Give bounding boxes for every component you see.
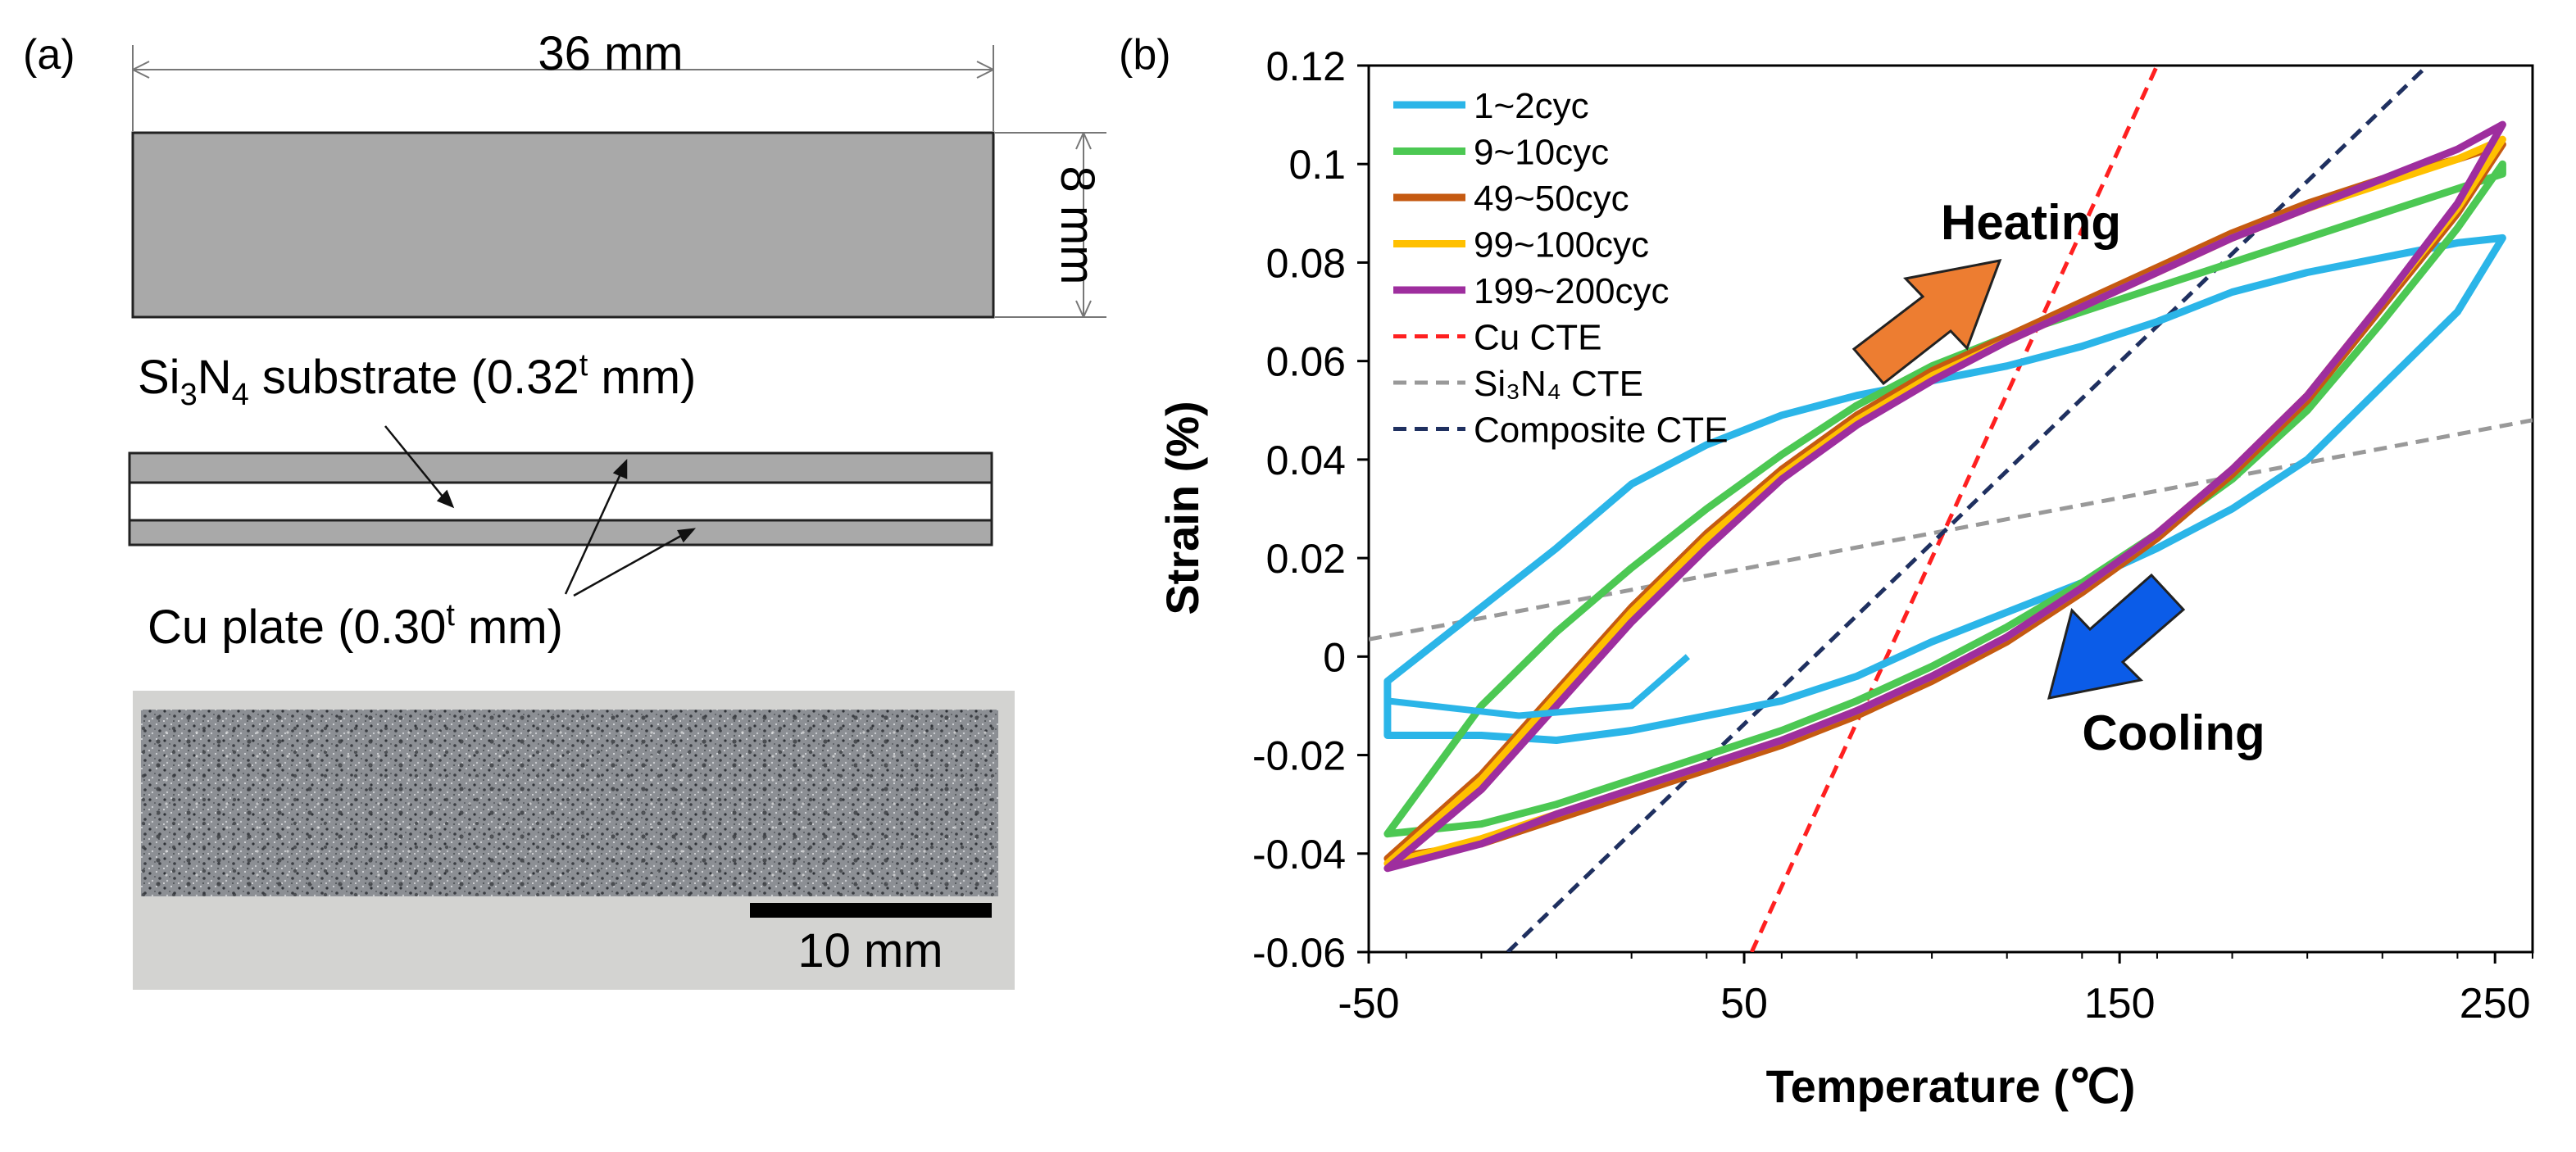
- cycle-loop-199-200cyc: [1383, 120, 2506, 873]
- panel-a: (a) 36 mm 8 mm Si3N4 substrate (0.32t mm…: [23, 27, 1106, 990]
- legend-label: Composite CTE: [1474, 410, 1729, 451]
- legend-label: Cu CTE: [1474, 318, 1601, 358]
- scale-bar-label: 10 mm: [797, 924, 943, 977]
- y-tick-label: 0.02: [1266, 536, 1346, 582]
- y-tick-label: 0.12: [1266, 43, 1346, 89]
- axis-ticks: [1357, 64, 2533, 964]
- cycle-initial-tail: [1387, 654, 1691, 719]
- legend-label: 199~200cyc: [1474, 271, 1670, 311]
- y-axis-label: Strain (%): [1156, 401, 1208, 615]
- panel-b-label: (b): [1119, 31, 1171, 79]
- si3n4-substrate: [128, 481, 993, 522]
- height-dimension-text: 8 mm: [1051, 166, 1104, 285]
- width-arrowheads: [132, 61, 994, 79]
- heating-arrow: [1851, 259, 2002, 386]
- cte-line-cu-cte: [1749, 66, 2160, 952]
- substrate-label: Si3N4 substrate (0.32t mm): [138, 348, 696, 412]
- x-tick-labels: -50 50 150 250: [1338, 980, 2530, 1027]
- cte-line-si-n-cte: [1369, 418, 2533, 642]
- legend-label: 1~2cyc: [1474, 86, 1589, 126]
- legend-label: 49~50cyc: [1474, 179, 1629, 219]
- plot-frame: [1367, 64, 2534, 954]
- strain-plot: -50 50 150 250 0.12 0.1 0.08 0.06 0.04 0.02 0 -0.0…: [1252, 43, 2534, 1027]
- cu-plate-top: [128, 451, 993, 484]
- y-tick-label: 0: [1323, 634, 1346, 680]
- legend-label: 99~100cyc: [1474, 225, 1649, 265]
- heating-label: Heating: [1941, 195, 2121, 250]
- width-dimension-text: 36 mm: [538, 27, 683, 80]
- leader-arrows: [384, 425, 697, 597]
- x-tick-label: 150: [2084, 980, 2156, 1027]
- cooling-arrow: [2047, 573, 2186, 700]
- y-tick-label: 0.1: [1288, 142, 1346, 188]
- y-tick-label: 0.06: [1266, 339, 1346, 385]
- y-tick-label: -0.06: [1252, 930, 1346, 976]
- cycle-loop-9-10cyc: [1383, 160, 2506, 838]
- y-tick-label: -0.04: [1252, 832, 1346, 878]
- y-tick-label: -0.02: [1252, 733, 1346, 779]
- legend: 1~2cyc 9~10cyc 49~50cyc 99~100cyc 199~200cyc…: [1393, 86, 1729, 451]
- scale-bar: [750, 903, 992, 918]
- x-axis-label: Temperature (℃): [1766, 1060, 2136, 1112]
- height-arrowheads: [1075, 132, 1092, 318]
- legend-label: Si₃N₄ CTE: [1474, 364, 1643, 404]
- cycle-loop-1-2cyc: [1383, 234, 2506, 744]
- cu-plate-bottom: [128, 519, 993, 547]
- y-tick-labels: 0.12 0.1 0.08 0.06 0.04 0.02 0 -0.02 -0.04 -0.06: [1252, 43, 1346, 976]
- series-layer: [1369, 66, 2533, 952]
- cu-plate-label: Cu plate (0.30t mm): [148, 598, 563, 654]
- cooling-label: Cooling: [2082, 705, 2265, 760]
- y-tick-label: 0.08: [1266, 240, 1346, 286]
- legend-label: 9~10cyc: [1474, 133, 1609, 173]
- panel-a-label: (a): [23, 31, 75, 79]
- x-tick-label: -50: [1338, 980, 1399, 1027]
- y-tick-label: 0.04: [1266, 438, 1346, 483]
- x-tick-label: 250: [2460, 980, 2531, 1027]
- panel-b: (b) -50 50 150 250 0.120.10.080.060.040.020…: [1119, 31, 2534, 1112]
- x-tick-label: 50: [1720, 980, 1768, 1027]
- sample-top-view: [131, 131, 995, 319]
